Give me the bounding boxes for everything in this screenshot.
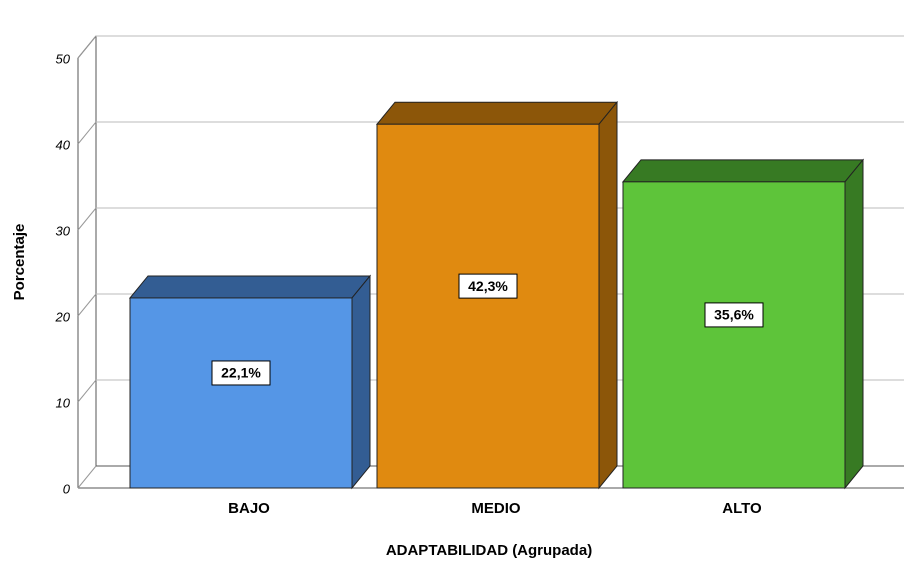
y-tick-label: 30 [56, 223, 71, 238]
bar [622, 181, 846, 489]
x-axis-title: ADAPTABILIDAD (Agrupada) [386, 542, 592, 559]
y-tick-label: 20 [55, 309, 71, 324]
value-label-box [458, 273, 518, 299]
bar-side [844, 158, 864, 490]
grid-line [77, 379, 97, 403]
value-label-box [704, 302, 764, 328]
grid-line [77, 35, 97, 59]
x-tick-label: BAJO [228, 500, 270, 517]
bar-top [128, 275, 372, 299]
y-axis-title: Porcentaje [11, 224, 28, 301]
bar-top [375, 101, 619, 125]
y-tick-label: 40 [56, 137, 71, 152]
value-label: 42,3% [468, 278, 508, 294]
bar-top [621, 159, 865, 183]
y-tick-label: 50 [56, 51, 71, 66]
value-label-box [211, 360, 271, 386]
x-tick-label: ALTO [722, 500, 762, 517]
y-tick-label: 10 [56, 395, 71, 410]
bar-side [351, 274, 371, 490]
grid-line [77, 293, 97, 317]
grid-line [77, 121, 97, 145]
bar-side [598, 100, 618, 490]
y-tick-label: 0 [63, 481, 71, 496]
value-label: 22,1% [221, 365, 261, 381]
bar [376, 123, 600, 489]
x-tick-label: MEDIO [471, 500, 521, 517]
bar [129, 297, 353, 489]
value-label: 35,6% [714, 307, 754, 323]
grid-line [77, 207, 97, 231]
grid-line [77, 465, 97, 489]
